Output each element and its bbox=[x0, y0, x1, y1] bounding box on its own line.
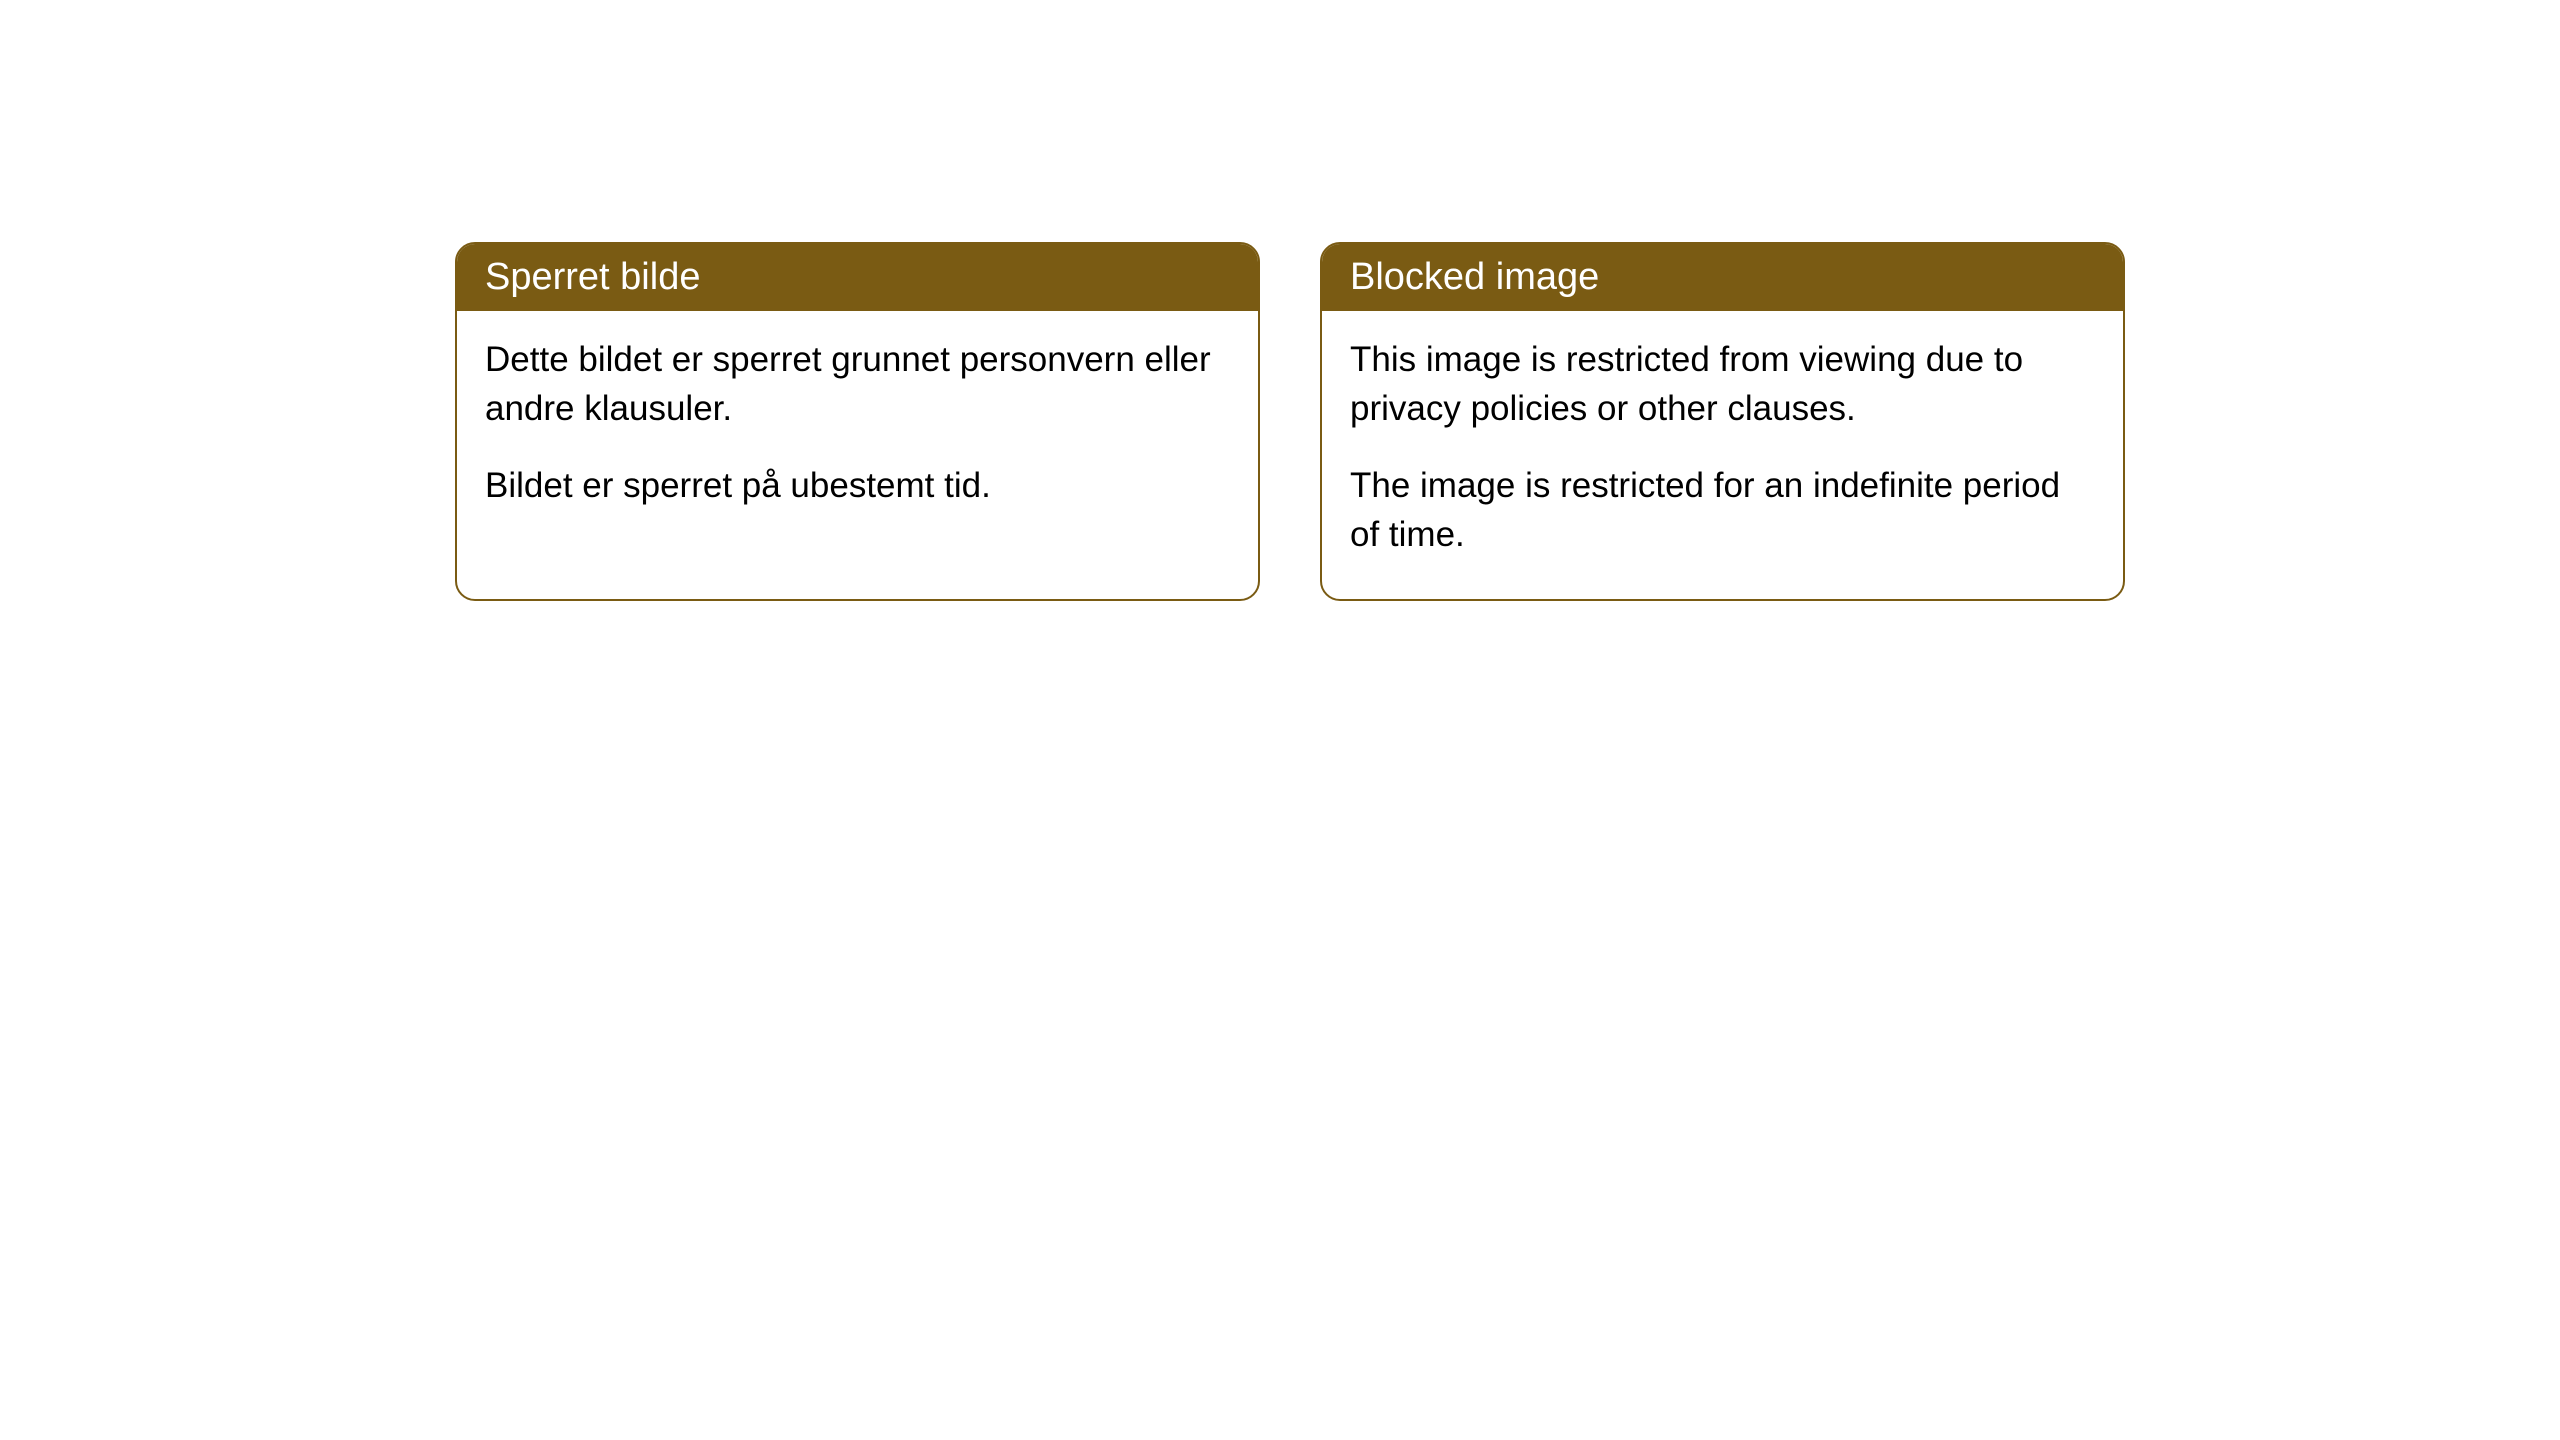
card-title: Blocked image bbox=[1350, 256, 1599, 298]
blocked-image-card-norwegian: Sperret bilde Dette bildet er sperret gr… bbox=[455, 242, 1260, 601]
card-paragraph: Bildet er sperret på ubestemt tid. bbox=[485, 461, 1230, 510]
card-paragraph: Dette bildet er sperret grunnet personve… bbox=[485, 335, 1230, 433]
card-header-english: Blocked image bbox=[1322, 244, 2123, 311]
card-title: Sperret bilde bbox=[485, 256, 700, 298]
card-body-english: This image is restricted from viewing du… bbox=[1322, 311, 2123, 599]
blocked-image-card-english: Blocked image This image is restricted f… bbox=[1320, 242, 2125, 601]
notice-container: Sperret bilde Dette bildet er sperret gr… bbox=[0, 0, 2560, 601]
card-paragraph: This image is restricted from viewing du… bbox=[1350, 335, 2095, 433]
card-body-norwegian: Dette bildet er sperret grunnet personve… bbox=[457, 311, 1258, 550]
card-header-norwegian: Sperret bilde bbox=[457, 244, 1258, 311]
card-paragraph: The image is restricted for an indefinit… bbox=[1350, 461, 2095, 559]
